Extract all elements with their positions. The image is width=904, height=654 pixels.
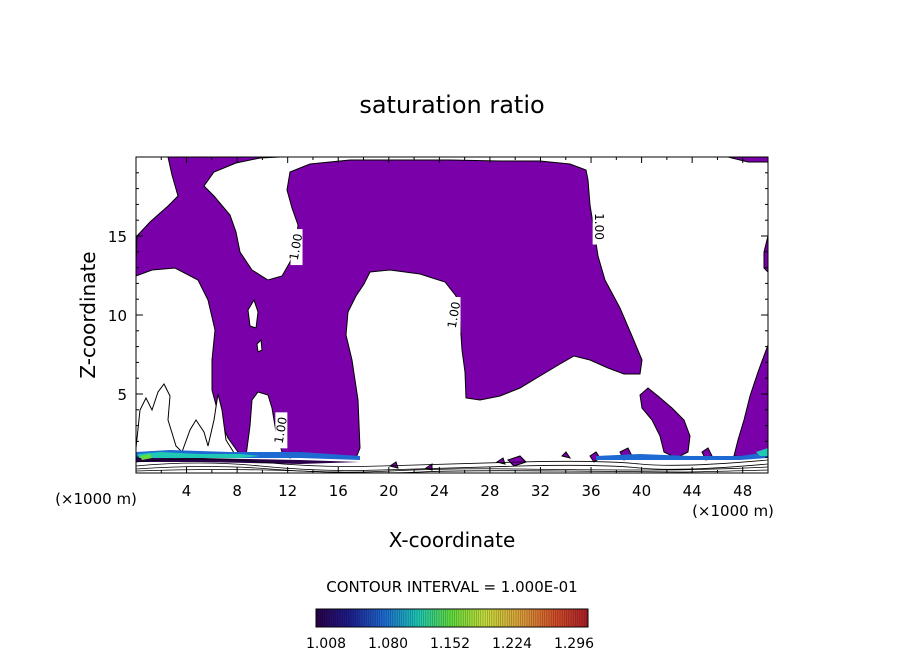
x-tick-label: 48	[733, 482, 752, 500]
y-tick-label: 10	[108, 307, 127, 325]
y-tick-label: 5	[117, 386, 127, 404]
z-unit-label: (×1000 m)	[55, 490, 137, 508]
x-axis-ticks: 4 8 12 16 20 24 28 32 36 40 44 48	[160, 157, 752, 500]
contour-label: 1.00	[272, 416, 290, 445]
x-tick-label: 16	[329, 482, 348, 500]
surface-contours	[136, 458, 768, 473]
unsaturated-hole	[247, 298, 259, 329]
contour-label-background	[275, 412, 288, 449]
contour-label: 1.00	[287, 233, 305, 262]
x-axis-label: X-coordinate	[389, 528, 516, 552]
contour-labels: 1.00 1.00 1.00 1.00	[272, 208, 606, 449]
y-axis-ticks: 5 10 15	[108, 172, 768, 458]
saturation-field	[136, 157, 768, 473]
saturated-region-top-right	[727, 157, 768, 163]
colorbar-ticks: 1.008 1.080 1.152 1.224 1.296	[306, 636, 594, 652]
contour-label-background	[290, 229, 303, 266]
colorbar	[315, 608, 589, 628]
x-tick-label: 20	[379, 482, 398, 500]
colorbar-tick-label: 1.008	[306, 636, 346, 652]
chart-title: saturation ratio	[359, 91, 544, 119]
unsaturated-hole	[256, 338, 263, 353]
saturated-blob	[388, 461, 399, 469]
saturated-region-right-column	[733, 344, 768, 459]
x-tick-label: 36	[581, 482, 600, 500]
colorbar-stripes	[317, 610, 587, 626]
x-unit-label: (×1000 m)	[692, 502, 774, 520]
saturated-region-right-edge	[763, 235, 768, 273]
colorbar-tick-label: 1.080	[368, 636, 408, 652]
saturated-blob	[561, 451, 572, 459]
colorbar-tick-label: 1.224	[492, 636, 532, 652]
saturated-region-lower-column	[639, 387, 691, 459]
colorbar-tick-label: 1.152	[430, 636, 470, 652]
y-tick-label: 15	[108, 228, 127, 246]
saturated-region-main	[136, 157, 643, 459]
x-tick-label: 12	[278, 482, 297, 500]
contour-label: 1.00	[592, 213, 606, 240]
x-tick-label: 4	[182, 482, 192, 500]
saturated-blob	[495, 457, 506, 465]
contour-label: 1.00	[445, 301, 463, 330]
x-tick-label: 32	[531, 482, 550, 500]
contour-label-background	[448, 297, 461, 333]
contour-label-background	[592, 208, 605, 245]
x-tick-label: 24	[430, 482, 449, 500]
saturated-blob	[507, 455, 527, 467]
x-tick-label: 44	[683, 482, 702, 500]
x-tick-label: 40	[632, 482, 651, 500]
x-tick-label: 28	[480, 482, 499, 500]
colorbar-tick-label: 1.296	[554, 636, 594, 652]
x-tick-label: 8	[232, 482, 242, 500]
contour-interval-label: CONTOUR INTERVAL = 1.000E-01	[326, 578, 577, 596]
y-axis-label: Z-coordinate	[76, 251, 100, 378]
